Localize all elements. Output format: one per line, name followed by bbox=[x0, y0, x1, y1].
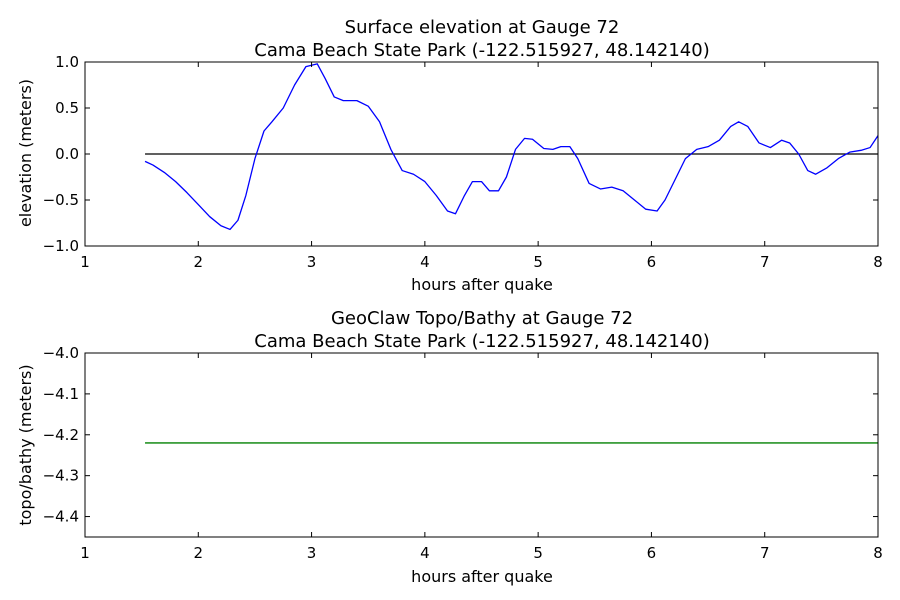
y-tick-label: 1.0 bbox=[55, 53, 79, 71]
y-tick-label: −4.1 bbox=[43, 385, 79, 403]
x-tick-label: 4 bbox=[420, 253, 430, 271]
figure: Surface elevation at Gauge 72 Cama Beach… bbox=[0, 0, 900, 600]
chart-title-line1: Surface elevation at Gauge 72 bbox=[345, 17, 620, 38]
x-tick-label: 7 bbox=[760, 544, 770, 562]
x-tick-label: 3 bbox=[307, 253, 317, 271]
x-tick-label: 5 bbox=[533, 544, 543, 562]
x-tick-label: 2 bbox=[194, 253, 204, 271]
figure-background bbox=[0, 0, 900, 600]
x-tick-label: 1 bbox=[80, 544, 90, 562]
y-tick-label: −4.2 bbox=[43, 426, 79, 444]
x-axis-label: hours after quake bbox=[411, 275, 553, 294]
y-tick-label: −4.3 bbox=[43, 467, 79, 485]
chart-title-line2: Cama Beach State Park (-122.515927, 48.1… bbox=[254, 331, 709, 352]
chart-title-line1: GeoClaw Topo/Bathy at Gauge 72 bbox=[331, 308, 633, 329]
x-tick-label: 8 bbox=[873, 253, 883, 271]
y-axis-label: elevation (meters) bbox=[16, 79, 35, 227]
y-tick-label: −4.4 bbox=[43, 508, 79, 526]
x-tick-label: 1 bbox=[80, 253, 90, 271]
x-tick-label: 2 bbox=[194, 544, 204, 562]
y-tick-label: −0.5 bbox=[43, 191, 79, 209]
y-tick-label: 0.5 bbox=[55, 99, 79, 117]
x-tick-label: 3 bbox=[307, 544, 317, 562]
x-tick-label: 4 bbox=[420, 544, 430, 562]
y-tick-label: −1.0 bbox=[43, 237, 79, 255]
x-axis-label: hours after quake bbox=[411, 567, 553, 586]
x-tick-label: 6 bbox=[647, 544, 657, 562]
x-tick-label: 5 bbox=[533, 253, 543, 271]
x-tick-label: 6 bbox=[647, 253, 657, 271]
x-tick-label: 7 bbox=[760, 253, 770, 271]
y-tick-label: 0.0 bbox=[55, 145, 79, 163]
y-axis-label: topo/bathy (meters) bbox=[16, 364, 35, 525]
y-tick-label: −4.0 bbox=[43, 344, 79, 362]
chart-title-line2: Cama Beach State Park (-122.515927, 48.1… bbox=[254, 40, 709, 61]
x-tick-label: 8 bbox=[873, 544, 883, 562]
